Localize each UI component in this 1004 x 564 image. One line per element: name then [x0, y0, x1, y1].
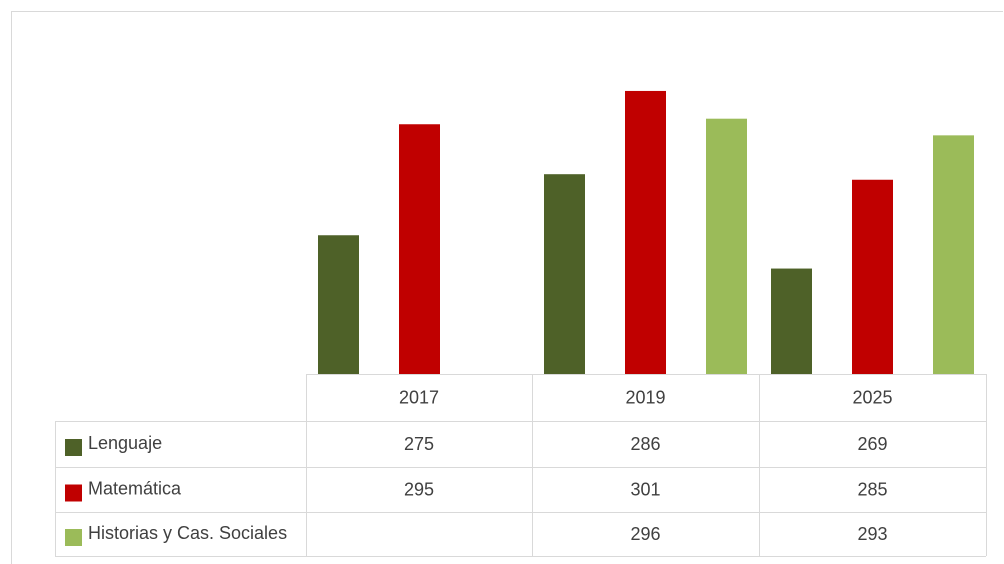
bar-lenguaje-2025 — [771, 268, 812, 374]
legend-key-matematica — [65, 484, 82, 502]
data-label-historias-y-cas-sociales-2019: 296 — [630, 524, 660, 544]
bar-lenguaje-2019 — [544, 174, 585, 374]
row-label-matematica: Matemática — [88, 479, 182, 499]
bar-matematica-2019 — [625, 90, 666, 374]
table-header-2019: 2019 — [625, 388, 665, 408]
data-label-historias-y-cas-sociales-2025: 293 — [857, 524, 887, 544]
bar-historias-y-cas-sociales-2019 — [706, 118, 747, 374]
data-table-grid — [55, 374, 987, 557]
data-label-matematica-2025: 285 — [857, 480, 887, 500]
bar-matematica-2017 — [399, 124, 440, 374]
table-header-2025: 2025 — [852, 388, 892, 408]
bar-plot-area — [318, 90, 974, 374]
bar-lenguaje-2017 — [318, 235, 359, 374]
chart-frame — [11, 11, 1003, 564]
row-label-historias-y-cas-sociales: Historias y Cas. Sociales — [88, 523, 287, 543]
data-label-lenguaje-2025: 269 — [857, 434, 887, 454]
data-label-lenguaje-2019: 286 — [630, 434, 660, 454]
row-label-lenguaje: Lenguaje — [88, 433, 162, 453]
data-label-matematica-2017: 295 — [404, 480, 434, 500]
table-header-2017: 2017 — [399, 388, 439, 408]
legend-key-historias-y-cas-sociales — [65, 529, 82, 546]
legend-key-lenguaje — [65, 439, 82, 456]
data-table: 2017 2019 2025 Lenguaje 275 286 269 Matemática 2… — [65, 388, 893, 546]
data-label-lenguaje-2017: 275 — [404, 434, 434, 454]
bar-matematica-2025 — [852, 179, 893, 374]
data-label-matematica-2019: 301 — [630, 480, 660, 500]
bar-historias-y-cas-sociales-2025 — [933, 135, 974, 374]
